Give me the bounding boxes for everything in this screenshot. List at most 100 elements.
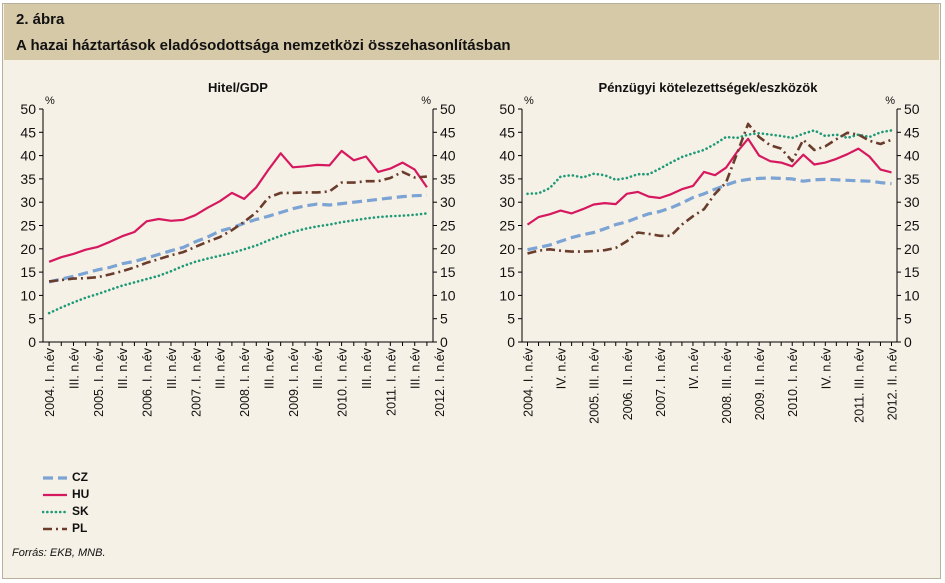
x-tick-label: 2008. I. n.év bbox=[238, 347, 252, 417]
y-tick-label-right: 20 bbox=[904, 241, 920, 257]
y-tick-label-right: 30 bbox=[440, 194, 456, 210]
y-tick-label-right: 15 bbox=[440, 264, 456, 280]
legend-swatch bbox=[43, 493, 67, 497]
series-line-cz bbox=[527, 176, 892, 252]
x-tick-label: 2007. I. n.év bbox=[654, 347, 668, 417]
y-tick-label-left: 35 bbox=[20, 171, 36, 187]
x-tick-label: III. n.év bbox=[409, 347, 423, 389]
y-tick-label-right: 15 bbox=[904, 264, 920, 280]
y-unit-right: % bbox=[421, 95, 431, 107]
figure-title: A hazai háztartások eladósodottsága nemz… bbox=[16, 37, 511, 54]
y-tick-label-right: 5 bbox=[440, 311, 448, 327]
y-tick-label-left: 10 bbox=[499, 287, 515, 303]
x-tick-label: 2010. I. n.év bbox=[336, 347, 350, 417]
y-tick-label-left: 35 bbox=[499, 171, 515, 187]
y-tick-label-left: 15 bbox=[20, 264, 36, 280]
x-tick-label: III. n.év bbox=[262, 347, 276, 389]
x-tick-label: 2012. II. n.év bbox=[885, 347, 899, 420]
y-tick-label-right: 10 bbox=[440, 287, 456, 303]
series-line-sk bbox=[526, 129, 893, 196]
y-tick-label-right: 20 bbox=[440, 241, 456, 257]
chart-title: Pénzügyi kötelezettségek/eszközök bbox=[599, 80, 819, 95]
y-tick-label-left: 30 bbox=[499, 194, 515, 210]
y-tick-label-left: 10 bbox=[20, 287, 36, 303]
y-tick-label-right: 25 bbox=[904, 218, 920, 234]
figure-label: 2. ábra bbox=[16, 11, 65, 28]
y-tick-label-right: 0 bbox=[904, 334, 912, 350]
y-tick-label-left: 45 bbox=[499, 124, 515, 140]
x-tick-label: 2011. III. n.év bbox=[852, 347, 866, 423]
y-unit-left: % bbox=[524, 95, 534, 107]
y-tick-label-right: 45 bbox=[904, 124, 920, 140]
series-line-pl bbox=[48, 170, 427, 283]
y-tick-label-left: 50 bbox=[20, 101, 36, 117]
series-line-sk bbox=[47, 212, 429, 315]
y-tick-label-left: 25 bbox=[20, 218, 36, 234]
legend-label: PL bbox=[72, 521, 88, 535]
legend-label: HU bbox=[72, 487, 90, 501]
x-tick-label: III. n.év bbox=[116, 347, 130, 389]
y-tick-label-left: 5 bbox=[28, 311, 36, 327]
x-tick-label: IV. n.év bbox=[819, 347, 833, 389]
y-tick-label-left: 40 bbox=[20, 148, 36, 164]
x-tick-label: 2006. I. n.év bbox=[141, 347, 155, 417]
y-tick-label-left: 0 bbox=[28, 334, 36, 350]
y-tick-label-right: 50 bbox=[440, 101, 456, 117]
x-tick-label: 2005. III. n.év bbox=[588, 347, 602, 423]
y-tick-label-left: 20 bbox=[20, 241, 36, 257]
y-tick-label-left: 0 bbox=[507, 334, 515, 350]
x-tick-label: III. n.év bbox=[67, 347, 81, 389]
y-tick-label-left: 20 bbox=[499, 241, 515, 257]
y-tick-label-left: 50 bbox=[499, 101, 515, 117]
series-line-pl bbox=[527, 122, 892, 255]
figure-frame bbox=[2, 3, 941, 579]
x-tick-label: 2008. III. n.év bbox=[720, 347, 734, 423]
y-tick-label-left: 30 bbox=[20, 194, 36, 210]
x-tick-label: IV. n.év bbox=[555, 347, 569, 389]
legend-label: CZ bbox=[72, 470, 88, 484]
y-tick-label-right: 40 bbox=[904, 148, 920, 164]
x-tick-label: 2005. I. n.év bbox=[92, 347, 106, 417]
y-tick-label-right: 0 bbox=[440, 334, 448, 350]
x-tick-label: III. n.év bbox=[311, 347, 325, 389]
y-tick-label-right: 40 bbox=[440, 148, 456, 164]
series-line-hu bbox=[48, 149, 428, 263]
y-tick-label-right: 10 bbox=[904, 287, 920, 303]
x-tick-label: 2011. I. n.év bbox=[384, 347, 398, 416]
x-tick-label: III. n.év bbox=[360, 347, 374, 389]
chart-title: Hitel/GDP bbox=[208, 80, 268, 95]
x-tick-label: 2004. I. n.év bbox=[522, 347, 536, 417]
x-tick-label: 2009. II. n.év bbox=[753, 347, 767, 420]
legend-label: SK bbox=[72, 504, 89, 518]
y-tick-label-right: 35 bbox=[904, 171, 920, 187]
series-line-cz bbox=[48, 193, 427, 284]
x-tick-label: 2009. I. n.év bbox=[287, 347, 301, 417]
chart-2: Pénzügyi kötelezettségek/eszközök% % 0 0 5 5 1… bbox=[499, 80, 919, 424]
x-tick-label: 2012. I. n.év bbox=[433, 347, 447, 417]
y-tick-label-right: 25 bbox=[440, 218, 456, 234]
x-tick-label: 2004. I. n.év bbox=[43, 347, 57, 417]
x-tick-label: 2006. II. n.év bbox=[621, 347, 635, 420]
y-unit-left: % bbox=[45, 95, 55, 107]
y-tick-label-left: 25 bbox=[499, 218, 515, 234]
x-tick-label: III. n.év bbox=[165, 347, 179, 389]
y-unit-right: % bbox=[885, 95, 895, 107]
legend-swatch bbox=[43, 476, 67, 480]
y-tick-label-left: 40 bbox=[499, 148, 515, 164]
y-tick-label-right: 30 bbox=[904, 194, 920, 210]
series-line-hu bbox=[526, 137, 892, 226]
y-tick-label-left: 5 bbox=[507, 311, 515, 327]
legend-swatch bbox=[42, 510, 68, 514]
y-tick-label-left: 15 bbox=[499, 264, 515, 280]
figure-header: 2. ábra A hazai háztartások eladósodotts… bbox=[4, 4, 939, 60]
x-tick-label: III. n.év bbox=[214, 347, 228, 389]
x-tick-label: 2010. I. n.év bbox=[786, 347, 800, 417]
y-tick-label-right: 5 bbox=[904, 311, 912, 327]
source-note: Forrás: EKB, MNB. bbox=[12, 547, 106, 559]
x-tick-label: IV. n.év bbox=[687, 347, 701, 389]
y-tick-label-left: 45 bbox=[20, 124, 36, 140]
y-tick-label-right: 35 bbox=[440, 171, 456, 187]
chart-1: Hitel/GDP% % 0 0 5 5 10 10 15 15 20 20 25 25 30 30 35 35 4… bbox=[20, 80, 455, 417]
y-tick-label-right: 45 bbox=[440, 124, 456, 140]
